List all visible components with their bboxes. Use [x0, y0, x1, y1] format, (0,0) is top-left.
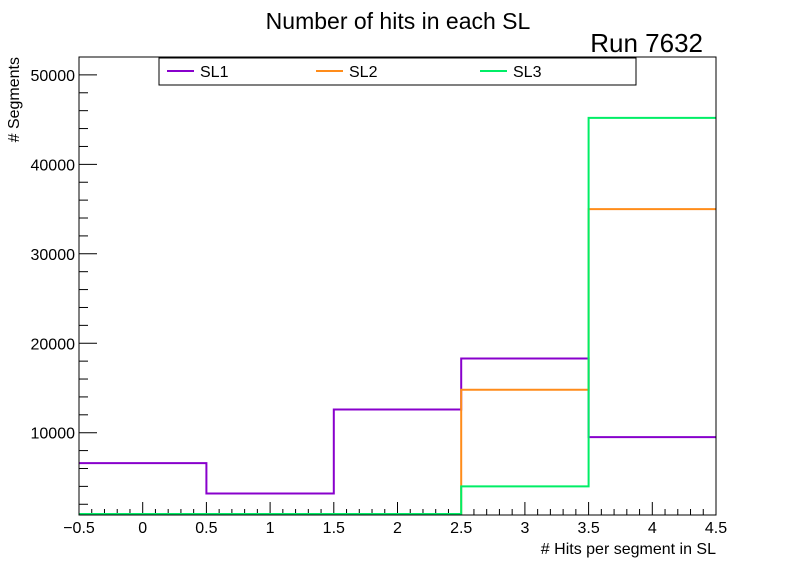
x-tick-label: 0 [138, 520, 147, 537]
x-tick-label: −0.5 [63, 520, 95, 537]
x-tick-label: 0.5 [195, 520, 217, 537]
legend-label: SL3 [513, 64, 542, 81]
run-label: Run 7632 [590, 28, 703, 58]
legend: SL1 SL2 SL3 [158, 57, 637, 86]
y-tick-label: 50000 [31, 68, 76, 85]
legend-label: SL2 [349, 64, 378, 81]
series-layer [79, 116, 716, 515]
x-tick-label: 4 [648, 520, 657, 537]
series-sl1 [79, 357, 716, 495]
axis-ticks [78, 56, 717, 515]
y-tick-label: 20000 [31, 336, 76, 353]
series-line [79, 208, 716, 515]
x-tick-label: 1 [266, 520, 275, 537]
series-line [79, 357, 716, 495]
legend-entry-sl1: SL1 [167, 64, 229, 81]
plot-frame [78, 56, 717, 516]
legend-box [158, 57, 637, 86]
x-axis-label: # Hits per segment in SL [541, 541, 716, 558]
y-tick-label: 30000 [31, 247, 76, 264]
x-tick-label: 3 [520, 520, 529, 537]
y-tick-label: 10000 [31, 426, 76, 443]
x-tick-label: 2 [393, 520, 402, 537]
y-tick-labels: 10000 20000 30000 40000 50000 [31, 68, 76, 443]
x-tick-label: 1.5 [323, 520, 345, 537]
x-tick-label: 3.5 [577, 520, 599, 537]
series-line [79, 116, 716, 515]
x-tick-label: 2.5 [450, 520, 472, 537]
x-tick-labels: −0.5 0 0.5 1 1.5 2 2.5 3 3.5 4 4.5 [63, 520, 727, 537]
legend-entry-sl2: SL2 [316, 64, 378, 81]
series-sl3 [79, 116, 716, 515]
series-sl2 [79, 208, 716, 515]
legend-label: SL1 [200, 64, 229, 81]
y-axis-label: # Segments [6, 57, 23, 142]
y-tick-label: 40000 [31, 157, 76, 174]
chart-title: Number of hits in each SL [266, 8, 531, 34]
legend-entry-sl3: SL3 [480, 64, 542, 81]
x-tick-label: 4.5 [705, 520, 727, 537]
